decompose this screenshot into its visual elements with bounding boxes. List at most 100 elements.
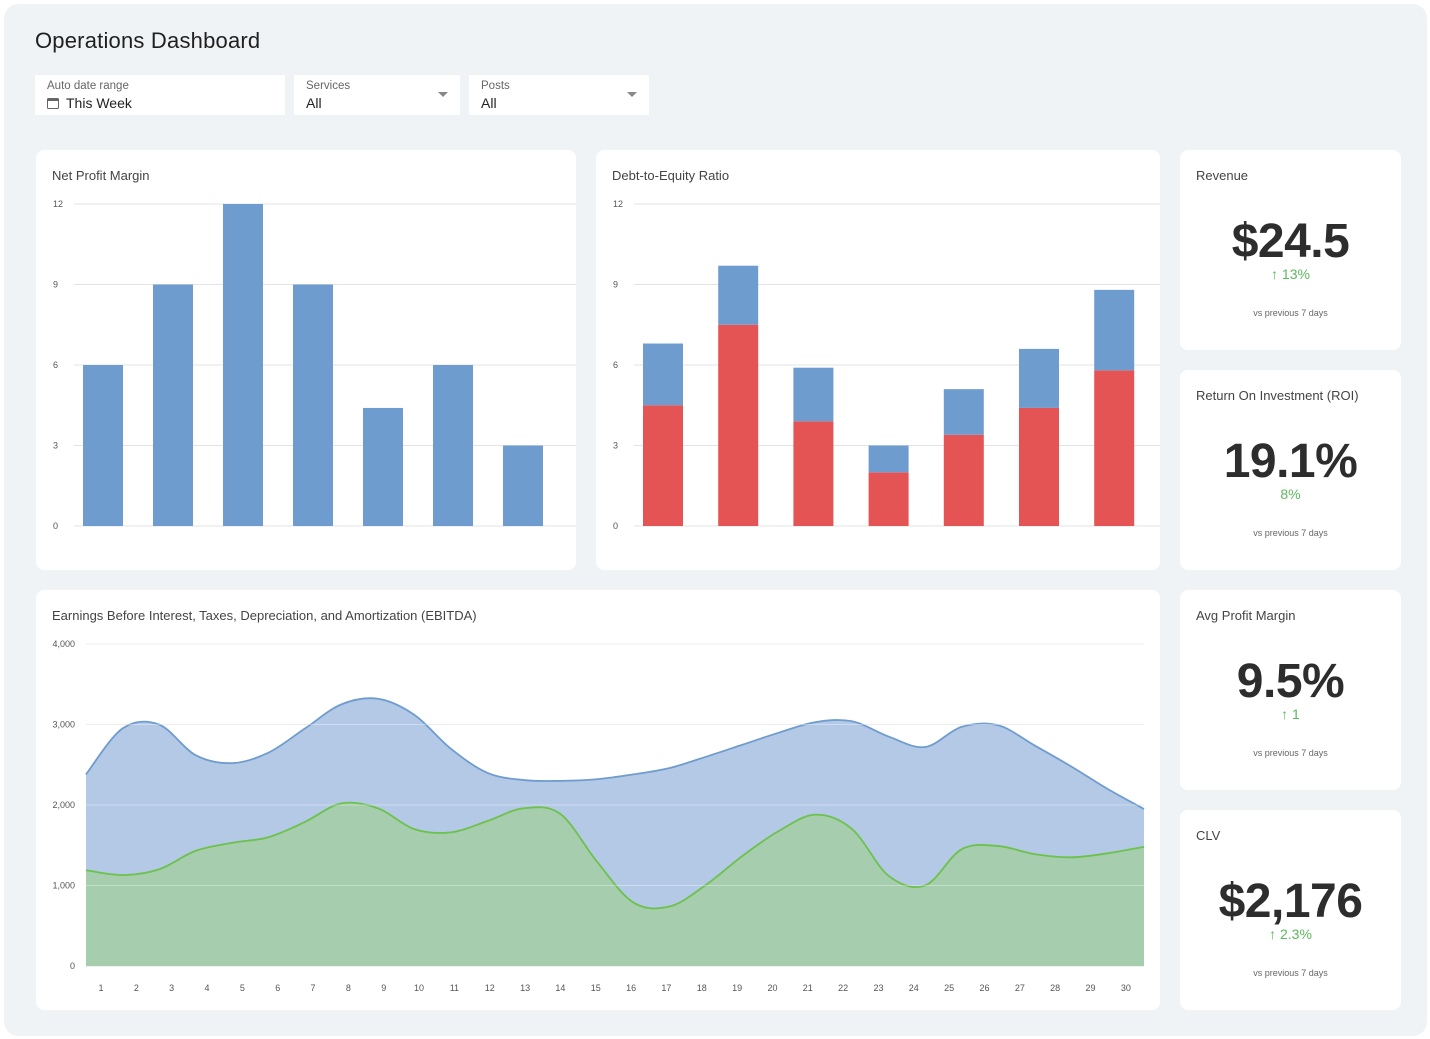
x-tick-label: 26 <box>979 983 989 993</box>
clv-card: CLV $2,176 ↑ 2.3% vs previous 7 days <box>1180 810 1401 1010</box>
x-tick-label: 27 <box>1015 983 1025 993</box>
bar-segment-debt <box>1019 407 1059 526</box>
area-series-2 <box>86 802 1144 966</box>
kpi-value: 19.1% <box>1223 435 1358 488</box>
debt-to-equity-title: Debt-to-Equity Ratio <box>612 168 730 183</box>
y-tick-label: 12 <box>613 199 623 209</box>
posts-filter[interactable]: Posts All <box>469 75 649 115</box>
x-tick-label: 4 <box>205 983 210 993</box>
bar <box>433 365 473 526</box>
y-tick-label: 12 <box>53 199 63 209</box>
services-label: Services <box>306 80 351 92</box>
kpi-value: $2,176 <box>1218 875 1363 928</box>
y-tick-label: 0 <box>53 521 58 531</box>
bar <box>293 284 333 526</box>
bar-segment-equity <box>718 265 759 325</box>
kpi-note: vs previous 7 days <box>1253 308 1328 318</box>
posts-label: Posts <box>481 80 510 92</box>
bar <box>363 407 403 526</box>
ebitda-card: Earnings Before Interest, Taxes, Depreci… <box>36 590 1160 1010</box>
y-tick-label: 0 <box>70 961 75 971</box>
x-tick-label: 3 <box>169 983 174 993</box>
services-filter[interactable]: Services All <box>294 75 460 115</box>
bar-segment-debt <box>718 324 759 526</box>
chevron-down-icon <box>627 92 637 97</box>
x-tick-label: 29 <box>1086 983 1096 993</box>
debt-to-equity-chart: 0 3 6 9 12 <box>613 199 1160 531</box>
y-tick-label: 3,000 <box>52 720 75 730</box>
x-tick-label: 18 <box>697 983 707 993</box>
bar-segment-debt <box>868 472 909 526</box>
y-tick-label: 6 <box>613 360 618 370</box>
net-profit-margin-card: Net Profit Margin 0 3 6 9 12 <box>36 150 576 570</box>
y-tick-label: 0 <box>613 521 618 531</box>
revenue-card: Revenue $24.5 ↑ 13% vs previous 7 days <box>1180 150 1401 350</box>
kpi-change: ↑ 1 <box>1281 706 1300 722</box>
x-tick-label: 30 <box>1121 983 1131 993</box>
x-tick-label: 21 <box>803 983 813 993</box>
bar-segment-equity <box>1019 348 1059 408</box>
bar-segment-equity <box>643 343 683 406</box>
date-range-value: This Week <box>66 95 132 111</box>
posts-value: All <box>481 95 497 111</box>
x-tick-label: 14 <box>555 983 565 993</box>
kpi-change: ↑ 2.3% <box>1269 926 1312 942</box>
x-tick-label: 9 <box>381 983 386 993</box>
date-range-filter[interactable]: Auto date range This Week <box>35 75 285 115</box>
bar-segment-equity <box>793 367 834 422</box>
page-title: Operations Dashboard <box>35 28 261 53</box>
y-tick-label: 9 <box>613 280 618 290</box>
kpi-note: vs previous 7 days <box>1253 528 1328 538</box>
services-value: All <box>306 95 322 111</box>
x-tick-label: 8 <box>346 983 351 993</box>
net-profit-margin-chart: 0 3 6 9 12 <box>53 199 576 531</box>
x-tick-label: 5 <box>240 983 245 993</box>
avg-profit-margin-card: Avg Profit Margin 9.5% ↑ 1 vs previous 7… <box>1180 590 1401 790</box>
y-tick-label: 3 <box>53 441 58 451</box>
x-tick-label: 16 <box>626 983 636 993</box>
bar-segment-equity <box>943 389 984 435</box>
bar-segment-debt <box>643 405 683 526</box>
kpi-change: ↑ 13% <box>1271 266 1310 282</box>
bar-segment-debt <box>793 421 834 526</box>
bar-segment-debt <box>1094 370 1135 526</box>
x-tick-label: 13 <box>520 983 530 993</box>
x-tick-label: 10 <box>414 983 424 993</box>
arrow-up-icon: ↑ <box>1281 706 1289 722</box>
y-tick-label: 9 <box>53 280 58 290</box>
x-tick-label: 25 <box>944 983 954 993</box>
x-tick-label: 1 <box>98 983 103 993</box>
x-tick-label: 28 <box>1050 983 1060 993</box>
kpi-title: Avg Profit Margin <box>1196 608 1296 623</box>
kpi-value: 9.5% <box>1236 655 1345 708</box>
x-tick-label: 23 <box>873 983 883 993</box>
bar-segment-debt <box>943 434 984 526</box>
x-tick-label: 24 <box>909 983 919 993</box>
y-tick-label: 3 <box>613 441 618 451</box>
x-tick-label: 19 <box>732 983 742 993</box>
x-tick-label: 20 <box>767 983 777 993</box>
line-series-2 <box>85 801 1145 910</box>
bar-segment-equity <box>1094 289 1135 371</box>
kpi-title: Return On Investment (ROI) <box>1196 388 1359 403</box>
x-tick-label: 11 <box>450 983 459 993</box>
calendar-icon <box>47 98 59 109</box>
net-profit-margin-title: Net Profit Margin <box>52 168 150 183</box>
arrow-up-icon: ↑ <box>1269 926 1277 942</box>
x-tick-label: 17 <box>661 983 671 993</box>
bar <box>223 204 263 526</box>
bar <box>83 365 123 526</box>
x-tick-label: 2 <box>134 983 139 993</box>
line-series-1 <box>85 697 1145 810</box>
x-tick-label: 7 <box>311 983 316 993</box>
roi-card: Return On Investment (ROI) 19.1% 8% vs p… <box>1180 370 1401 570</box>
bar <box>503 445 543 526</box>
kpi-title: CLV <box>1196 828 1221 843</box>
y-tick-label: 1,000 <box>52 881 75 891</box>
arrow-up-icon: ↑ <box>1271 266 1279 282</box>
bar <box>153 284 193 526</box>
kpi-note: vs previous 7 days <box>1253 968 1328 978</box>
bar-segment-equity <box>868 445 909 473</box>
debt-to-equity-card: Debt-to-Equity Ratio 0 3 6 9 12 <box>596 150 1160 570</box>
